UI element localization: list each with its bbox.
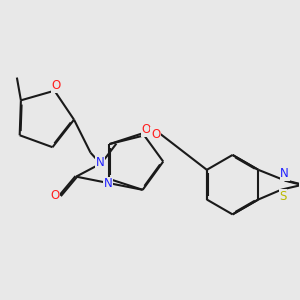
Text: O: O (51, 189, 60, 202)
Text: N: N (103, 178, 112, 190)
Text: O: O (141, 124, 151, 136)
Text: N: N (96, 156, 105, 169)
Text: N: N (280, 167, 289, 180)
Text: S: S (279, 190, 287, 203)
Text: O: O (151, 128, 160, 141)
Text: O: O (52, 79, 61, 92)
